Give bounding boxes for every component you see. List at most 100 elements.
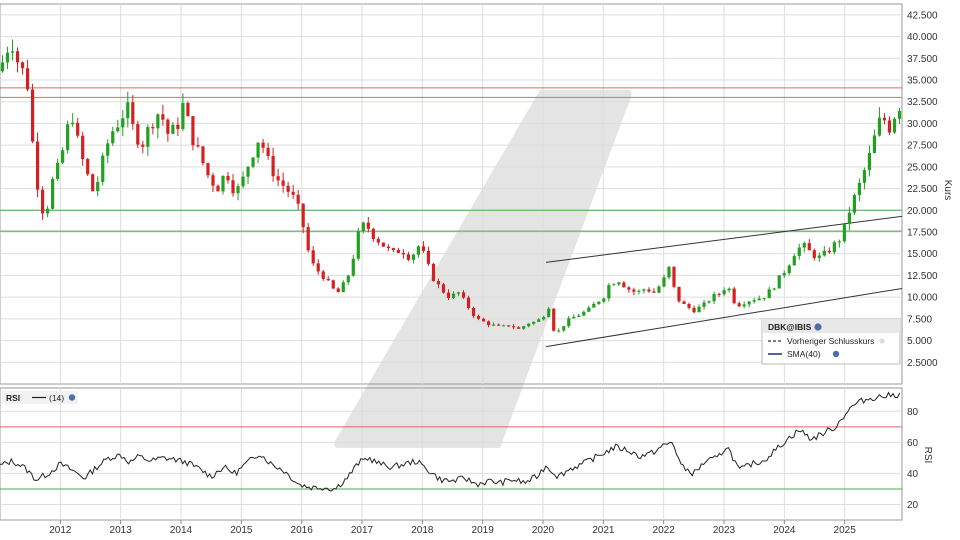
candle-body <box>91 174 95 192</box>
candle-body <box>491 324 496 326</box>
candle-body <box>381 242 385 247</box>
candle-body <box>707 301 711 303</box>
candle-body <box>687 304 691 308</box>
candle-body <box>301 203 305 228</box>
price-tick-label: 20.000 <box>907 206 938 217</box>
candle-body <box>787 265 791 274</box>
candle-body <box>15 51 20 63</box>
candle-body <box>311 250 315 264</box>
candle-body <box>266 147 270 156</box>
rsi-panel-frame <box>0 387 903 521</box>
candle-body <box>486 321 491 326</box>
candle-body <box>612 284 616 286</box>
x-tick-label: 2014 <box>170 525 193 536</box>
candle-body <box>81 135 85 160</box>
candle-body <box>196 145 200 147</box>
candle-body <box>542 317 546 320</box>
legend-sma-info-icon[interactable] <box>832 350 840 358</box>
candle-body <box>306 227 310 251</box>
rsi-legend-info-icon[interactable] <box>68 394 76 401</box>
price-tick-label: 42.500 <box>907 10 938 21</box>
candle-body <box>792 256 796 266</box>
price-tick-label: 17.500 <box>907 228 938 239</box>
rsi-tick-label: 60 <box>907 438 919 449</box>
candle-body <box>336 288 340 293</box>
candle-body <box>872 135 877 153</box>
price-tick-label: 25.000 <box>907 162 938 173</box>
candle-body <box>797 247 801 257</box>
candle-body <box>451 293 456 298</box>
price-tick-label: 7.500 <box>907 314 932 325</box>
candle-body <box>557 330 561 332</box>
candle-body <box>757 298 761 301</box>
price-tick-label: 30.000 <box>907 119 938 130</box>
candle-body <box>446 292 451 298</box>
candle-body <box>136 124 140 145</box>
legend-info-icon[interactable] <box>814 323 822 331</box>
candle-body <box>627 287 631 290</box>
candle-body <box>236 186 240 194</box>
x-tick-label: 2025 <box>834 525 857 536</box>
price-tick-label: 12.500 <box>907 271 938 282</box>
rsi-legend: RSI (14) <box>2 391 78 404</box>
candle-body <box>827 250 831 253</box>
candle-body <box>441 284 446 293</box>
candle-body <box>86 159 90 175</box>
candle-body <box>456 292 461 294</box>
candle-body <box>101 155 105 182</box>
candle-body <box>281 180 285 186</box>
x-tick-label: 2022 <box>653 525 676 536</box>
candle-body <box>602 298 606 302</box>
candle-body <box>522 326 526 329</box>
candle-body <box>461 292 466 298</box>
candle-body <box>181 103 185 129</box>
candle-body <box>221 175 225 192</box>
candle-body <box>226 175 230 181</box>
price-axis-label: Kurs <box>942 180 953 201</box>
candle-body <box>887 120 892 133</box>
x-tick-label: 2016 <box>291 525 314 536</box>
candle-body <box>406 254 411 260</box>
candle-body <box>847 212 851 225</box>
legend-prev-close-toggle-icon[interactable] <box>879 338 885 344</box>
candle-body <box>476 315 481 319</box>
price-tick-label: 32.500 <box>907 97 938 108</box>
trend-line <box>545 287 903 348</box>
candle-body <box>66 124 70 151</box>
candle-body <box>346 275 350 283</box>
candle-body <box>436 281 441 285</box>
price-tick-label: 15.000 <box>907 249 938 260</box>
candle-body <box>742 304 746 307</box>
price-tick-label: 37.500 <box>907 54 938 65</box>
rsi-tick-label: 40 <box>907 469 919 480</box>
candle-body <box>587 307 591 312</box>
candle-body <box>51 178 55 209</box>
candle-body <box>692 307 696 313</box>
candle-body <box>527 323 531 327</box>
candle-body <box>512 326 516 328</box>
candle-body <box>752 300 756 302</box>
candle-body <box>106 143 110 156</box>
candle-body <box>146 127 150 147</box>
rsi-axis-label: RSI <box>922 447 933 464</box>
rsi-tick-label: 80 <box>907 407 919 418</box>
x-tick-label: 2023 <box>713 525 736 536</box>
candle-body <box>341 282 345 293</box>
candle-body <box>5 52 10 63</box>
candle-body <box>35 141 40 190</box>
candle-body <box>391 248 395 250</box>
candle-body <box>777 275 781 289</box>
price-panel-grid <box>0 4 902 384</box>
candle-body <box>40 189 45 214</box>
candle-body <box>76 122 80 136</box>
candle-body <box>466 297 471 308</box>
candle-body <box>351 258 355 276</box>
candle-body <box>682 301 686 305</box>
candle-body <box>231 180 235 194</box>
candle-body <box>502 325 506 327</box>
x-axis: 2012 2013 2014 2015 2016 2017 2018 2019 2020 2021… <box>49 520 856 536</box>
candle-body <box>271 155 275 177</box>
candle-body <box>176 124 180 129</box>
candle-body <box>296 194 300 204</box>
candle-body <box>832 242 836 253</box>
